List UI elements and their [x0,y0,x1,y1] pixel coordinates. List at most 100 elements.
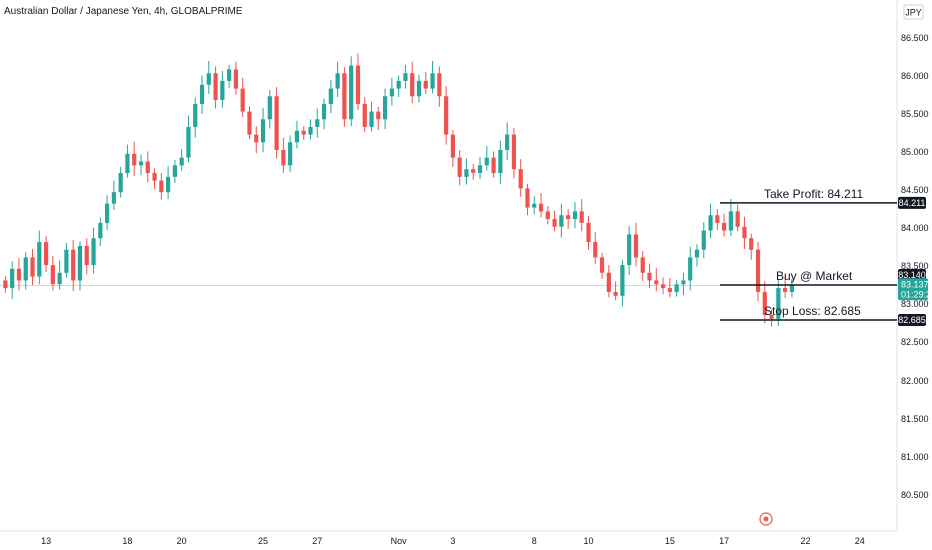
candle-body [450,134,455,158]
candle-body [430,73,435,89]
candle [444,86,449,145]
candle-body [23,257,28,281]
candle [667,278,672,298]
last-price-tag: 83.137 01:29:22 [898,278,932,301]
candle [308,119,313,140]
candle [132,141,137,177]
countdown-label: 01:29:22 [901,289,932,299]
candle [321,98,327,130]
candle-body [735,211,740,227]
candle-body [566,215,571,220]
candle-body [437,73,442,97]
y-tick-label: 81.500 [901,414,929,424]
candle [43,235,49,272]
candle-body [416,80,422,97]
candle [159,172,164,200]
candle-body [288,142,293,166]
candle [267,90,272,129]
candle [342,67,347,127]
candle [484,146,489,171]
candle [220,70,225,108]
candle-body [742,226,747,239]
candle-body [647,272,652,281]
candle-body [193,103,198,127]
candle [403,64,408,89]
candle [586,215,591,250]
take-profit-tag: 84.211 [898,196,926,209]
candle [735,204,740,232]
last-price-label: 83.137 [901,279,929,289]
candle-body [776,288,781,319]
take-profit-label: Take Profit: 84.211 [764,187,863,201]
candle [301,126,306,140]
candle [477,156,483,180]
candle-body [254,134,259,143]
x-tick-label: 8 [532,536,537,546]
candle-body [382,96,388,120]
candle [471,163,476,180]
candle-body [525,188,530,208]
event-marker-icon[interactable] [759,512,773,526]
candle [430,60,435,94]
candle [233,61,239,95]
candle-body [654,280,659,285]
candle [281,137,286,173]
candle-body [84,245,89,266]
candle [328,80,333,114]
candle-body [145,161,150,173]
candle-body [342,73,347,120]
candle [410,61,415,104]
x-tick-label: 3 [450,536,455,546]
candle [613,281,618,301]
candle-body [538,203,544,212]
candle-body [396,80,401,89]
candle [660,277,666,295]
candle-body [681,280,686,285]
x-tick-label: 27 [312,536,322,546]
candle-body [274,96,279,150]
entry-tag-label: 83.140 [898,270,926,280]
candle-body [559,215,564,227]
candle [125,144,130,178]
candle [437,66,442,107]
candle-body [613,291,618,296]
candle-body [444,96,449,135]
chart-title: Australian Dollar / Japanese Yen, 4h, GL… [4,6,243,17]
candle [288,135,293,173]
candle [118,166,123,198]
candle-body [620,265,625,296]
candle-body [355,65,361,104]
candle [708,203,713,239]
candle [362,97,367,133]
candle-body [328,88,333,104]
candle-body [545,211,550,220]
candle-body [281,149,286,166]
candle-body [586,222,591,243]
candle [104,195,110,230]
candle-body [376,111,381,120]
candle [572,202,578,229]
candle [715,209,720,230]
candle-body [138,161,144,166]
candle [538,192,544,218]
candle [16,258,22,291]
y-tick-label: 80.500 [901,490,929,500]
y-tick-label: 84.500 [901,185,929,195]
candle [457,149,462,186]
candle [599,252,605,279]
candle [688,246,693,291]
candle [145,151,150,183]
candle [674,279,679,297]
candle [30,248,35,286]
currency-badge[interactable]: JPY [903,4,924,20]
candle-body [16,268,22,281]
candle [491,151,496,178]
candle [335,61,340,98]
candle [274,87,279,159]
candle-body [457,157,462,177]
candle-body [111,192,116,204]
entry-label: Buy @ Market [776,269,853,283]
candle-body [464,169,469,177]
candle [647,263,652,289]
